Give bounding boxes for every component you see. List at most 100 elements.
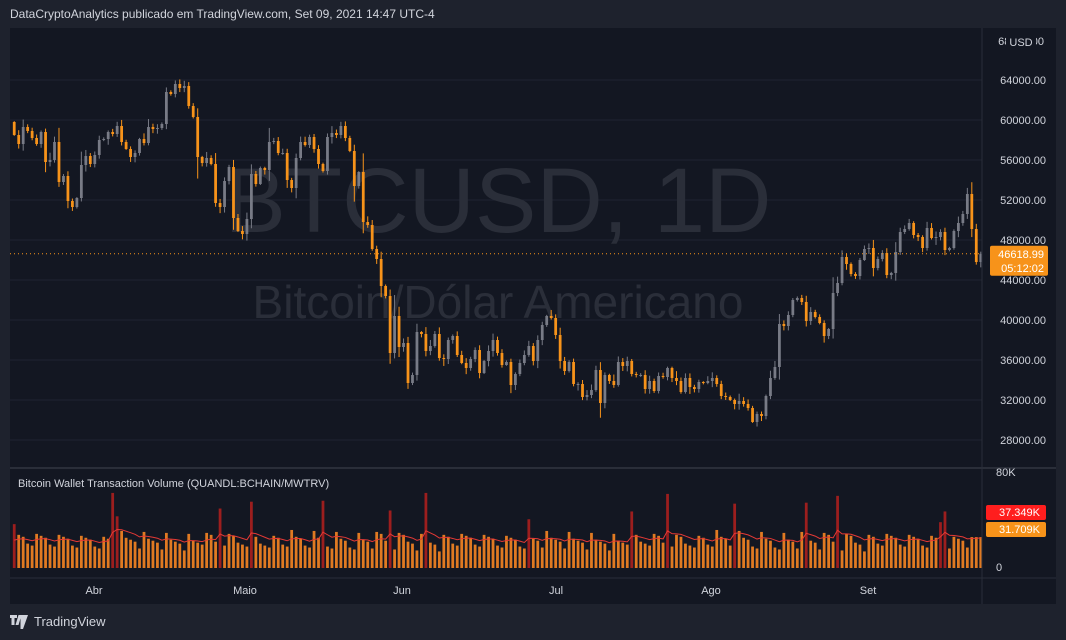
candle [455, 331, 459, 357]
candle-body [871, 248, 875, 268]
candle-body [35, 138, 38, 144]
candle [370, 220, 374, 251]
volume-bar [737, 530, 741, 568]
volume-bar [142, 531, 146, 568]
candle-body [675, 378, 678, 381]
candle-body [129, 149, 132, 157]
candle-body [263, 168, 267, 170]
candle-body [965, 194, 969, 214]
candle [804, 295, 808, 327]
volume-bar [845, 533, 848, 568]
candle [845, 253, 848, 270]
volume-bar [48, 544, 52, 568]
volume-bar [397, 532, 401, 568]
watermark-symbol: BTCUSD, 1D [225, 150, 772, 252]
volume-bar [898, 544, 902, 568]
candle [764, 394, 768, 420]
candle [75, 197, 79, 209]
candle-body [643, 375, 647, 389]
candle [496, 336, 499, 356]
candle [205, 151, 209, 167]
candle-body [460, 355, 464, 363]
candle [196, 108, 200, 179]
candle-body [30, 131, 34, 138]
candle [164, 87, 168, 130]
volume-bar [361, 539, 365, 568]
candle-body [952, 231, 956, 248]
candle-body [621, 362, 625, 366]
candle [402, 338, 405, 352]
candle [258, 166, 262, 186]
volume-bar [88, 539, 92, 568]
volume-bar [53, 546, 56, 568]
candle [312, 133, 316, 153]
candle-body [581, 384, 584, 397]
candle-body [836, 283, 839, 293]
candle [930, 223, 933, 240]
candle-body [572, 362, 575, 384]
candle [603, 372, 607, 409]
time-tick-label: Jun [393, 585, 411, 597]
volume-bar [35, 533, 38, 568]
candle [599, 362, 602, 418]
volume-bar [795, 548, 799, 568]
candle-body [907, 223, 911, 229]
candle [639, 373, 643, 377]
volume-bar [934, 537, 938, 568]
candle-body [411, 375, 414, 383]
volume-bar [831, 541, 835, 568]
candle-body [934, 237, 938, 238]
candle-body [53, 142, 56, 160]
candle [241, 226, 244, 240]
candle [616, 356, 620, 387]
volume-bar [505, 535, 508, 568]
candle-body [827, 329, 831, 336]
volume-bar [518, 546, 522, 568]
volume-bar [925, 547, 929, 568]
candle-body [625, 361, 629, 366]
candle [563, 356, 567, 375]
candle-body [303, 142, 307, 145]
volume-bar [250, 501, 253, 568]
volume-bar [827, 534, 831, 568]
volume-ma-polyline [14, 528, 981, 544]
candle-body [558, 335, 562, 361]
volume-bar [272, 535, 276, 568]
candle-body [701, 382, 705, 383]
volume-ma-value: 37.349K [999, 507, 1041, 519]
candle [442, 354, 446, 366]
candle-body [518, 363, 522, 374]
volume-bar [469, 537, 473, 568]
candle-body [487, 351, 490, 361]
candle-body [294, 158, 298, 188]
candle [822, 320, 826, 343]
candle [939, 229, 942, 241]
candle-body [290, 180, 294, 188]
volume-bar [133, 541, 137, 568]
candle [437, 327, 441, 361]
candle [661, 372, 665, 379]
candle [773, 360, 777, 380]
candle [684, 373, 687, 394]
candle-body [200, 157, 204, 163]
volume-bar [151, 540, 155, 568]
candle-body [536, 340, 540, 361]
candle [514, 372, 517, 391]
candle-body [809, 312, 813, 321]
volume-bar [791, 541, 795, 568]
candle-body [540, 325, 544, 340]
tradingview-footer: TradingView [10, 614, 106, 629]
candle [590, 384, 593, 399]
volume-bar [871, 536, 875, 568]
candle-body [554, 318, 558, 335]
candle-body [813, 312, 817, 317]
candle [245, 212, 249, 241]
candle [115, 121, 119, 137]
candle-body [760, 414, 763, 416]
volume-ma-badge [986, 505, 1046, 520]
candle [697, 379, 701, 393]
chart-frame[interactable] [10, 28, 1056, 604]
volume-bar [491, 538, 495, 568]
volume-bar [420, 533, 423, 568]
